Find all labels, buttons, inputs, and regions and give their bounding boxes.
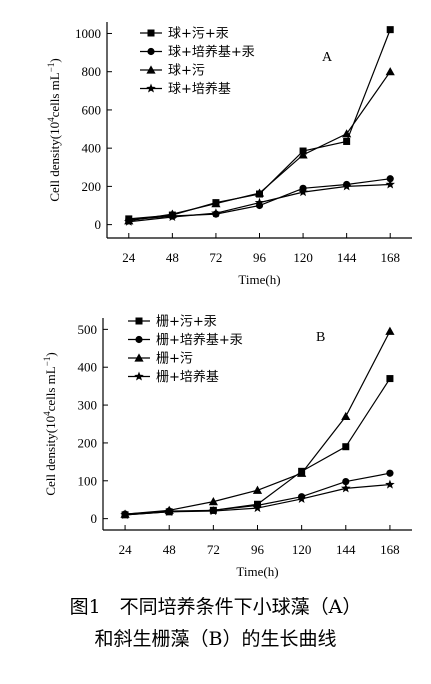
chart-a-series-0-point-5 — [343, 137, 351, 145]
chart-a-legend-1-marker — [147, 47, 155, 56]
chart-a-y-tick-label-4: 800 — [82, 64, 102, 79]
chart-b-y-tick-label-3: 300 — [78, 398, 98, 413]
chart-b-x-tick-label-3: 96 — [251, 542, 265, 557]
chart-a-series-3-point-6 — [385, 179, 395, 189]
chart-b-series-3-point-5 — [341, 483, 351, 493]
chart-b-series-0-line — [125, 378, 391, 516]
chart-a-x-tick-label-1: 48 — [166, 250, 179, 265]
chart-a-series-3-point-2 — [211, 208, 221, 218]
chart-b-legend-0-label: 栅+污+汞 — [156, 315, 217, 330]
chart-b-y-tick-label-4: 400 — [78, 360, 98, 375]
chart-b-legend-1-label: 栅+培养基+汞 — [156, 332, 243, 348]
chart-b-x-tick-label-5: 144 — [336, 542, 356, 557]
chart-b-legend-3-label: 栅+培养基 — [156, 369, 219, 385]
chart-b-y-tick-label-5: 500 — [78, 322, 98, 337]
chart-b-series-0-point-5 — [342, 443, 350, 451]
chart-a-series-3-point-4 — [298, 187, 308, 197]
chart-a-y-tick-label-2: 400 — [82, 141, 102, 156]
chart-a-series-3-point-5 — [341, 181, 352, 191]
chart-b-y-tick-label-1: 100 — [78, 473, 98, 488]
chart-a-panel-label: A — [322, 50, 333, 65]
chart-a-x-tick-label-0: 24 — [122, 250, 136, 265]
chart-b-series-2-point-5 — [341, 411, 351, 421]
chart-a-series-2-point-3 — [254, 188, 265, 197]
chart-a-x-axis-title: Time(h) — [238, 272, 280, 287]
chart-b-series-2-point-3 — [252, 485, 263, 494]
chart-b-x-axis-title: Time(h) — [236, 564, 278, 579]
chart-a-legend-3-marker — [146, 83, 156, 93]
chart-b-series-3-point-2 — [208, 506, 219, 516]
chart-a-x-tick-label-5: 144 — [337, 250, 357, 265]
chart-a-x-tick-label-3: 96 — [253, 250, 267, 265]
chart-a-series-2-point-6 — [385, 67, 395, 76]
chart-a-series-3-point-3 — [254, 197, 265, 207]
chart-b-legend-2-label: 栅+污 — [156, 352, 193, 367]
chart-b-series-3-point-1 — [164, 506, 174, 516]
chart-b-series-3-point-0 — [120, 509, 130, 519]
chart-a-legend-1-label: 球+培养基+汞 — [168, 44, 255, 60]
chart-b-series-2-point-6 — [385, 326, 395, 335]
chart-b-x-tick-label-2: 72 — [207, 542, 220, 557]
chart-b-legend-2-marker — [134, 353, 144, 362]
chart-a-series-3-point-1 — [167, 211, 178, 222]
chart-b-x-tick-label-4: 120 — [292, 542, 312, 557]
chart-b-y-tick-label-2: 200 — [78, 435, 98, 450]
chart-a: 0 200 400 600 800 1000 24 48 72 96 120 144 168 Time(h… — [46, 22, 412, 287]
chart-a-series-2-point-2 — [211, 198, 221, 208]
chart-b-series-3-point-3 — [252, 503, 263, 513]
chart-a-series-0-point-6 — [386, 26, 394, 34]
chart-a-y-tick-label-3: 600 — [82, 102, 102, 117]
chart-a-series-2-point-5 — [342, 129, 352, 138]
figure-caption-line-2: 和斜生栅藻（B）的生长曲线 — [94, 628, 337, 650]
chart-b: 0 100 200 300 400 500 24 48 72 96 120 144 168 Time(h)… — [42, 315, 412, 579]
chart-a-legend-0-marker — [147, 29, 155, 37]
chart-a-legend-0-label: 球+污+汞 — [168, 27, 229, 42]
chart-a-legend-3-label: 球+培养基 — [168, 81, 231, 97]
chart-b-y-axis-title: Cell density(104cells mL−1) — [42, 352, 58, 495]
chart-b-legend-0-marker — [135, 317, 143, 325]
chart-a-legend-2-marker — [146, 65, 156, 74]
chart-b-series-3-point-4 — [296, 493, 307, 503]
chart-a-legend-2-label: 球+污 — [168, 64, 205, 79]
chart-b-x-tick-label-6: 168 — [380, 542, 400, 557]
chart-a-y-tick-label-1: 200 — [82, 179, 102, 194]
chart-b-x-tick-label-0: 24 — [119, 542, 133, 557]
chart-a-y-axis-title: Cell density(104cells mL−1) — [46, 58, 62, 201]
chart-b-panel-label: B — [316, 330, 325, 345]
chart-a-series-2-point-4 — [298, 150, 308, 159]
chart-a-y-tick-label-5: 1000 — [75, 26, 101, 41]
chart-b-series-0-point-6 — [386, 375, 394, 383]
chart-a-series-1-point-6 — [386, 175, 394, 183]
chart-a-series-3-point-0 — [124, 216, 134, 226]
chart-b-series-2-point-2 — [208, 497, 218, 506]
chart-a-x-tick-label-6: 168 — [380, 250, 400, 265]
chart-a-y-tick-label-0: 0 — [95, 217, 102, 232]
chart-b-series-1-point-6 — [386, 469, 394, 477]
chart-b-x-tick-label-1: 48 — [163, 542, 176, 557]
chart-b-legend-1-marker — [135, 335, 143, 344]
chart-b-series-2-point-4 — [297, 468, 307, 477]
chart-b-series-1-point-5 — [342, 477, 350, 486]
chart-b-series-3-point-6 — [385, 479, 395, 489]
figure-caption-line-1: 图1 不同培养条件下小球藻（A） — [69, 596, 362, 618]
chart-a-x-tick-label-2: 72 — [209, 250, 222, 265]
chart-b-legend-3-marker — [134, 371, 144, 381]
chart-b-y-tick-label-0: 0 — [91, 511, 98, 526]
chart-a-x-tick-label-4: 120 — [293, 250, 313, 265]
